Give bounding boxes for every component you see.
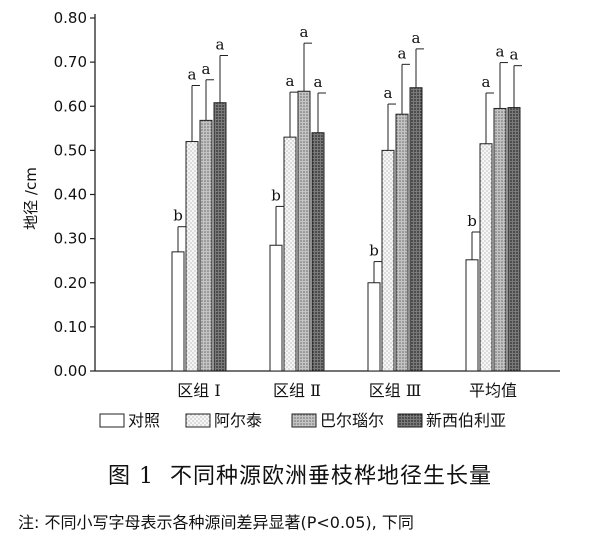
legend-swatch [291, 413, 317, 428]
legend-label: 对照 [128, 411, 160, 430]
y-tick-label: 0.80 [54, 9, 87, 27]
x-tick-label: 区组 Ⅱ [273, 381, 321, 400]
figure-caption: 图 1 不同种源欧洲垂枝桦地径生长量 [0, 458, 600, 490]
figure-title: 不同种源欧洲垂枝桦地径生长量 [169, 464, 492, 489]
y-tick-label: 0.40 [54, 186, 87, 204]
x-tick-label: 区组 Ⅰ [177, 381, 220, 400]
bar [381, 149, 395, 372]
bar-chart: 0.00 0.10 0.20 0.30 0.40 0.50 0.60 0.70 0.80 地径 /… [22, 9, 560, 430]
bar [283, 136, 297, 372]
bar [171, 251, 185, 372]
significance-label: a [384, 84, 393, 102]
y-tick-label: 0.50 [54, 141, 87, 159]
bar [395, 113, 409, 372]
significance-label: a [496, 43, 505, 61]
bar [297, 90, 311, 372]
bar [479, 143, 493, 372]
bar [269, 244, 283, 372]
significance-label: a [286, 72, 295, 90]
y-tick-label: 0.10 [54, 318, 87, 336]
x-tick-label: 区组 Ⅲ [369, 381, 422, 400]
significance-label: a [216, 36, 225, 54]
bar [199, 119, 213, 372]
significance-label: b [173, 207, 183, 225]
legend-label: 巴尔瑙尔 [320, 411, 384, 430]
legend-swatch [185, 413, 211, 428]
bar [367, 282, 381, 372]
significance-label: b [369, 242, 379, 260]
significance-label: a [412, 29, 421, 47]
legend-label: 阿尔泰 [214, 411, 262, 430]
figure-note: 注: 不同小写字母表示各种源间差异显著(P<0.05), 下同 [18, 513, 414, 532]
y-axis-label: 地径 /cm [22, 167, 40, 230]
significance-label: b [467, 212, 477, 230]
legend-swatch [397, 413, 423, 428]
bar [409, 87, 423, 372]
bar [465, 259, 479, 372]
significance-label: a [188, 66, 197, 84]
y-tick-label: 0.30 [54, 230, 87, 248]
bar [185, 141, 199, 372]
significance-label: a [300, 23, 309, 41]
y-tick-label: 0.00 [54, 362, 87, 380]
bar [213, 102, 227, 372]
legend-swatch [99, 413, 125, 428]
y-tick-label: 0.70 [54, 53, 87, 71]
bar [493, 107, 507, 372]
bar [507, 107, 521, 372]
figure-number: 图 1 [107, 464, 154, 489]
y-tick-label: 0.20 [54, 274, 87, 292]
x-tick-label: 平均值 [469, 381, 517, 400]
legend-label: 新西伯利亚 [426, 411, 506, 430]
significance-label: a [482, 73, 491, 91]
significance-label: a [202, 60, 211, 78]
significance-label: a [510, 46, 519, 64]
y-tick-label: 0.60 [54, 97, 87, 115]
significance-label: a [398, 44, 407, 62]
significance-label: b [271, 186, 281, 204]
bar [311, 132, 325, 372]
significance-label: a [314, 73, 323, 91]
